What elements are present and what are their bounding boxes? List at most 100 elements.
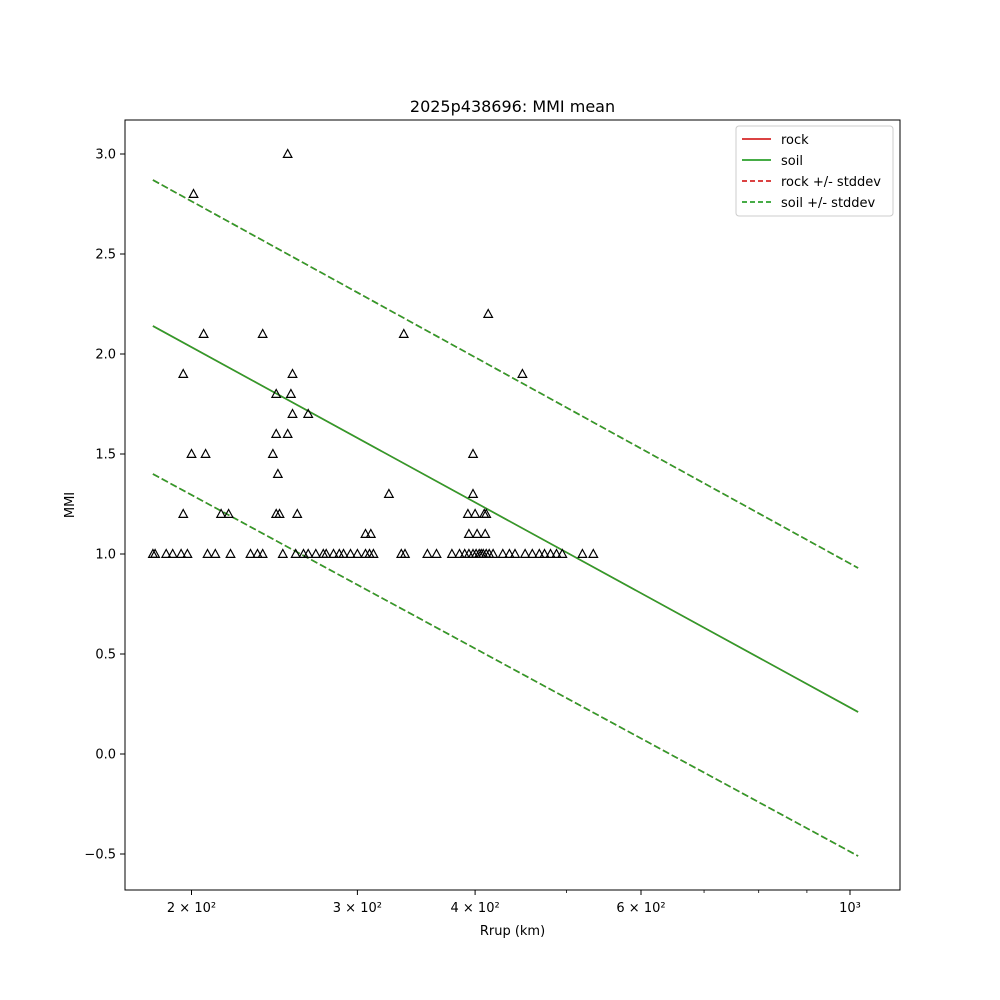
data-point-triangle	[526, 548, 538, 559]
data-point-triangle	[285, 388, 297, 398]
data-point-triangle	[517, 368, 528, 378]
data-point-triangle	[178, 368, 189, 378]
y-tick-label: −0.5	[84, 848, 116, 863]
data-point-triangle	[469, 508, 481, 519]
chart-title: 2025p438696: MMI mean	[410, 97, 615, 116]
data-point-triangle	[431, 548, 442, 559]
data-point-triangle	[368, 548, 379, 559]
legend-label: rock +/- stddev	[781, 175, 881, 190]
data-point-triangle	[215, 508, 227, 519]
x-tick-label: 4 × 10²	[451, 901, 500, 916]
data-point-triangle	[188, 188, 199, 198]
data-point-triangle	[463, 528, 475, 539]
y-tick-label: 0.0	[95, 748, 116, 763]
y-tick-label: 1.0	[95, 548, 116, 563]
data-point-triangle	[182, 548, 193, 559]
data-point-triangle	[556, 548, 568, 559]
legend-label: soil	[781, 154, 803, 169]
legend-label: rock	[781, 133, 809, 148]
series-line-soil-stddev-0	[152, 179, 859, 569]
data-point-triangle	[257, 548, 268, 559]
data-point-triangle	[480, 508, 492, 519]
data-point-triangle	[282, 148, 293, 158]
data-point-triangle	[534, 548, 545, 559]
data-point-triangle	[551, 548, 562, 559]
y-tick-label: 3.0	[95, 148, 116, 163]
data-point-triangle	[539, 548, 550, 559]
data-point-triangle	[487, 548, 499, 559]
data-point-triangle	[274, 508, 285, 519]
data-point-triangle	[277, 548, 289, 559]
x-axis-label: Rrup (km)	[480, 924, 545, 939]
data-point-triangle	[149, 548, 161, 559]
data-point-triangle	[270, 428, 282, 438]
data-point-triangle	[482, 308, 494, 318]
data-point-triangle	[290, 548, 302, 559]
data-point-triangle	[198, 328, 209, 338]
data-point-triangle	[545, 548, 556, 559]
data-point-triangle	[497, 548, 509, 559]
data-point-triangle	[446, 548, 458, 559]
y-tick-label: 2.0	[95, 348, 116, 363]
x-tick-label: 3 × 10²	[333, 901, 382, 916]
legend-label: soil +/- stddev	[781, 196, 876, 211]
data-point-triangle	[178, 508, 189, 519]
data-point-triangle	[167, 548, 178, 559]
data-point-triangle	[467, 448, 479, 458]
data-point-triangle	[519, 548, 531, 559]
y-axis-label: MMI	[63, 492, 78, 518]
x-tick-label: 2 × 10²	[167, 901, 216, 916]
legend-box	[735, 125, 894, 217]
data-point-triangle	[398, 328, 409, 338]
data-point-triangle	[471, 528, 483, 539]
data-point-triangle	[310, 548, 322, 559]
data-point-triangle	[291, 508, 303, 519]
x-tick-label: 6 × 10²	[616, 901, 665, 916]
data-point-triangle	[467, 488, 479, 498]
data-point-triangle	[504, 548, 515, 559]
data-point-triangle	[287, 368, 298, 378]
data-point-triangle	[202, 548, 213, 559]
series-line-soil-stddev-1	[152, 473, 859, 857]
data-point-triangle	[257, 328, 268, 338]
data-point-triangle	[577, 548, 588, 559]
data-point-triangle	[302, 548, 314, 559]
data-point-triangle	[272, 468, 284, 478]
x-axis: 2 × 10² 3 × 10² 4 × 10² 6 × 10² 10³	[167, 890, 861, 916]
data-point-triangle	[365, 528, 377, 539]
data-point-triangle	[225, 548, 236, 559]
data-point-triangle	[160, 548, 172, 559]
data-point-triangle	[270, 388, 282, 398]
plot-frame	[124, 119, 901, 891]
legend: rock soil rock +/- stddev soil +/- stddev	[735, 125, 894, 217]
x-tick-label: 10³	[839, 901, 861, 916]
data-point-triangle	[287, 408, 298, 418]
data-point-triangle	[509, 548, 521, 559]
data-point-triangle	[422, 548, 433, 559]
data-point-triangle	[302, 408, 314, 418]
data-point-triangle	[245, 548, 256, 559]
y-tick-label: 2.5	[95, 248, 116, 263]
data-point-triangle	[338, 548, 349, 559]
data-point-triangle	[321, 548, 332, 559]
data-point-triangle	[345, 548, 356, 559]
data-point-triangle	[186, 448, 197, 458]
data-point-triangle	[587, 548, 599, 559]
data-point-triangle	[399, 548, 411, 559]
data-point-triangle	[479, 528, 491, 539]
data-point-triangle	[360, 528, 371, 539]
data-point-triangle	[383, 488, 395, 498]
y-tick-label: 1.5	[95, 448, 116, 463]
y-tick-label: 0.5	[95, 648, 116, 663]
data-point-triangle	[200, 448, 211, 458]
data-point-triangle	[352, 548, 363, 559]
data-point-triangle	[252, 548, 263, 559]
data-point-triangle	[328, 548, 339, 559]
plot-area	[147, 148, 859, 857]
data-point-triangle	[267, 448, 279, 458]
data-point-triangle	[462, 508, 474, 519]
data-point-triangle	[223, 508, 234, 519]
data-point-triangle	[210, 548, 221, 559]
data-point-triangle	[175, 548, 187, 559]
